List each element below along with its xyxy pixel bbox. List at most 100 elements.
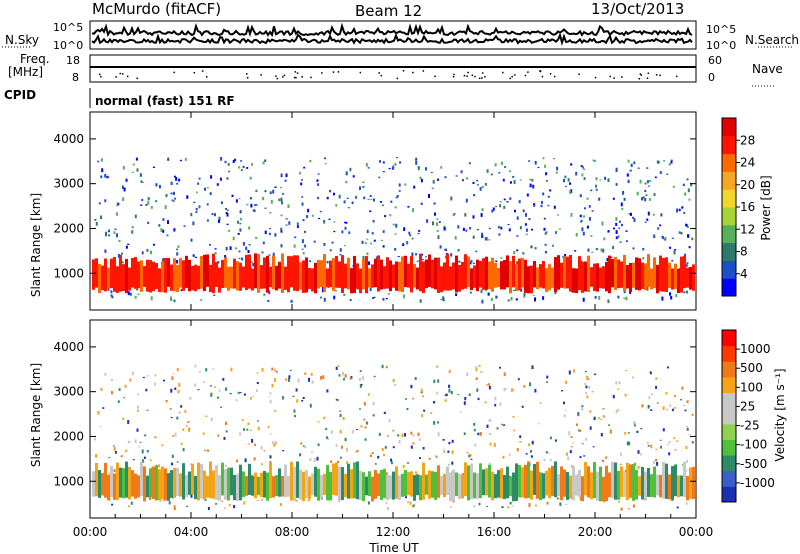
echo-band-cell — [152, 466, 155, 500]
echo-cell — [203, 381, 206, 383]
echo-band-cell — [584, 462, 587, 496]
echo-cell — [145, 388, 148, 392]
echo-band-cell — [614, 256, 617, 290]
echo-cell — [447, 450, 450, 453]
echo-cell — [304, 372, 307, 375]
echo-cell — [345, 171, 348, 176]
echo-cell — [534, 247, 537, 250]
echo-cell — [656, 461, 659, 466]
echo-cell — [617, 235, 620, 238]
echo-cell — [143, 456, 146, 459]
echo-band-cell — [671, 466, 674, 500]
echo-cell — [444, 394, 447, 397]
echo-cell — [327, 437, 330, 440]
echo-band-cell — [293, 255, 296, 291]
echo-cell — [584, 383, 587, 385]
echo-band-cell — [113, 473, 116, 500]
echo-cell — [475, 367, 478, 372]
echo-band-cell — [317, 468, 320, 501]
echo-cell — [94, 437, 96, 441]
echo-cell — [572, 369, 575, 373]
echo-cell — [241, 257, 244, 261]
echo-cell — [556, 166, 559, 171]
echo-band-cell — [470, 268, 473, 291]
echo-cell — [670, 295, 673, 300]
echo-cell — [495, 205, 498, 208]
echo-cell — [95, 222, 98, 226]
colorbar-tick-label: -100 — [740, 438, 767, 452]
echo-band-cell — [419, 475, 422, 501]
echo-cell — [104, 173, 107, 178]
freq-mark — [283, 74, 286, 77]
echo-cell — [494, 396, 497, 401]
echo-cell — [428, 457, 431, 460]
echo-cell — [394, 384, 397, 387]
echo-cell — [255, 204, 258, 206]
echo-cell — [523, 292, 526, 296]
echo-cell — [100, 215, 102, 220]
echo-cell — [373, 375, 376, 378]
echo-band-cell — [155, 465, 158, 501]
echo-band-cell — [596, 471, 599, 501]
echo-cell — [433, 421, 436, 425]
echo-cell — [420, 202, 423, 205]
echo-cell — [363, 402, 366, 406]
echo-cell — [237, 220, 239, 224]
echo-cell — [136, 288, 139, 291]
echo-cell — [219, 177, 222, 181]
echo-cell — [545, 251, 547, 254]
echo-cell — [262, 241, 265, 245]
echo-band-cell — [281, 475, 284, 497]
echo-cell — [229, 393, 232, 395]
echo-band-cell — [440, 266, 443, 293]
colorbar-segment — [722, 486, 736, 503]
echo-band-cell — [644, 471, 647, 501]
echo-cell — [333, 221, 336, 223]
echo-band-cell — [644, 263, 647, 290]
echo-band-cell — [449, 266, 452, 291]
echo-band-cell — [473, 265, 476, 288]
echo-cell — [137, 293, 140, 295]
echo-cell — [359, 370, 362, 372]
echo-cell — [559, 502, 562, 506]
echo-band-cell — [272, 476, 275, 498]
echo-cell — [603, 237, 606, 241]
echo-cell — [580, 165, 583, 167]
echo-band-cell — [233, 258, 236, 289]
echo-band-cell — [356, 461, 359, 500]
echo-cell — [247, 443, 250, 445]
echo-cell — [122, 197, 125, 202]
echo-band-cell — [584, 261, 587, 292]
echo-cell — [626, 441, 629, 446]
echo-cell — [246, 428, 249, 431]
echo-band-cell — [116, 462, 119, 500]
echo-cell — [176, 461, 179, 463]
echo-cell — [534, 160, 537, 165]
echo-cell — [214, 251, 217, 255]
echo-band-cell — [143, 466, 146, 502]
echo-cell — [642, 247, 645, 251]
freq-mark — [541, 75, 544, 78]
echo-cell — [223, 436, 226, 440]
echo-band-cell — [383, 266, 386, 289]
echo-cell — [511, 505, 514, 507]
echo-cell — [586, 225, 589, 229]
echo-cell — [256, 500, 259, 501]
echo-cell — [612, 395, 615, 399]
echo-cell — [367, 167, 370, 169]
echo-cell — [532, 184, 535, 189]
echo-band-cell — [674, 263, 677, 289]
freq-mark — [452, 76, 455, 78]
echo-cell — [111, 503, 114, 506]
echo-band-cell — [608, 472, 611, 498]
echo-cell — [627, 432, 630, 434]
echo-band-cell — [476, 473, 479, 499]
echo-cell — [235, 247, 238, 250]
echo-cell — [568, 431, 571, 436]
echo-cell — [601, 221, 604, 226]
echo-cell — [180, 442, 183, 445]
echo-cell — [221, 500, 224, 502]
echo-cell — [624, 431, 627, 435]
echo-cell — [600, 248, 603, 252]
echo-cell — [255, 189, 258, 193]
